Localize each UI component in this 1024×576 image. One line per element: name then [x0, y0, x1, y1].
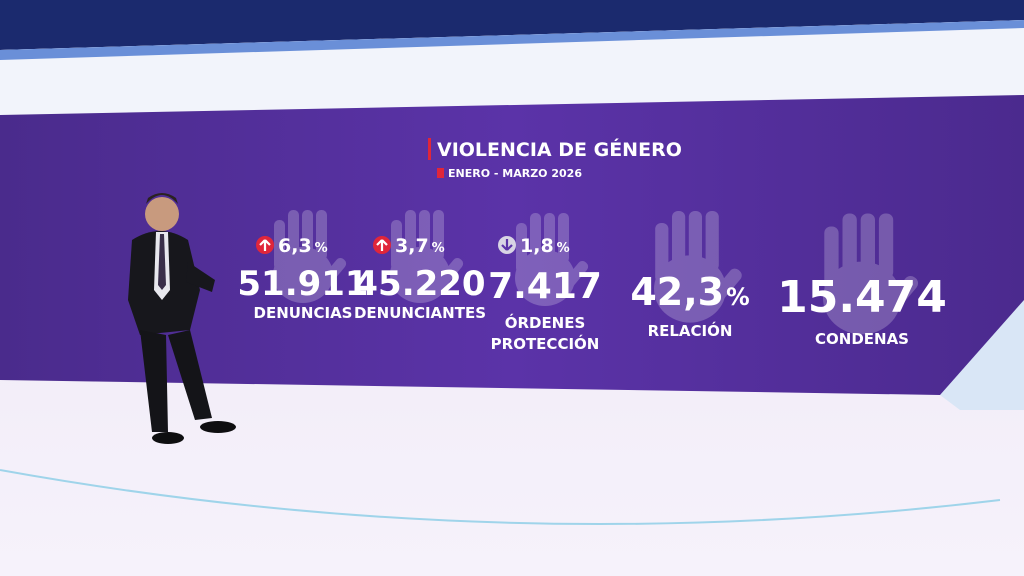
palm	[823, 261, 901, 335]
floor-line	[0, 469, 1001, 525]
trend-arrow	[376, 239, 388, 251]
palm	[390, 247, 450, 303]
value: 42,3	[630, 270, 724, 314]
hand	[823, 213, 919, 335]
finger	[316, 210, 327, 260]
stat-value: 42,3%	[630, 270, 749, 314]
subtitle-accent	[437, 168, 444, 178]
title: VIOLENCIA DE GÉNERO	[437, 138, 682, 161]
finger	[288, 210, 299, 260]
finger	[433, 210, 444, 260]
hand	[654, 211, 742, 323]
stat-value: 45.220	[354, 264, 485, 304]
stat-value: 7.417	[488, 266, 602, 307]
change: 6,3%	[278, 235, 328, 257]
trend-arrow	[259, 239, 271, 251]
hand-graphics	[273, 210, 919, 335]
stat-label: RELACIÓN	[648, 321, 733, 340]
stat-label: CONDENAS	[815, 330, 909, 348]
finger	[302, 210, 313, 260]
wall-edge	[940, 300, 1024, 410]
value: 45.220	[354, 264, 485, 304]
change-unit: %	[315, 241, 328, 256]
finger	[274, 220, 285, 270]
change: 3,7%	[395, 235, 445, 257]
finger	[544, 213, 555, 263]
hand	[515, 213, 589, 306]
thumb	[560, 261, 589, 292]
change-value: 6,3	[278, 235, 312, 257]
finger	[672, 211, 686, 271]
finger	[878, 213, 894, 279]
finger	[419, 210, 430, 260]
stat-label: PROTECCIÓN	[491, 334, 600, 353]
value: 7.417	[488, 266, 602, 307]
change-value: 3,7	[395, 235, 429, 257]
change-unit: %	[432, 241, 445, 256]
stat-value: 15.474	[777, 272, 947, 323]
stat-label: DENUNCIAS	[254, 304, 353, 322]
change: 1,8%	[520, 235, 570, 257]
palm	[654, 255, 726, 323]
light-strip	[0, 20, 1024, 60]
thumb	[435, 258, 464, 289]
thumb	[882, 275, 919, 316]
change-value: 1,8	[520, 235, 554, 257]
palm	[273, 247, 333, 303]
value-unit: %	[726, 283, 750, 311]
hand	[390, 210, 464, 303]
trend-arrow	[501, 239, 513, 251]
presenter	[128, 193, 236, 444]
subtitle: ENERO - MARZO 2026	[448, 167, 582, 180]
palm	[515, 250, 575, 306]
stat-label: DENUNCIANTES	[354, 304, 486, 322]
thumb	[708, 268, 742, 306]
title-accent	[428, 138, 431, 160]
stat-value: 51.911	[237, 264, 368, 304]
thumb	[318, 258, 347, 289]
finger	[405, 210, 416, 260]
value: 51.911	[237, 264, 368, 304]
finger	[391, 220, 402, 270]
top-band	[0, 0, 1024, 50]
finger	[516, 223, 527, 273]
hand	[273, 210, 347, 303]
finger	[655, 223, 669, 283]
finger	[688, 211, 702, 271]
finger	[705, 211, 719, 271]
finger	[860, 213, 875, 279]
finger	[842, 213, 857, 279]
value: 15.474	[777, 272, 947, 323]
change-unit: %	[557, 241, 570, 256]
finger	[824, 226, 839, 292]
stat-label: ÓRDENES	[505, 313, 586, 332]
finger	[558, 213, 569, 263]
finger	[530, 213, 541, 263]
